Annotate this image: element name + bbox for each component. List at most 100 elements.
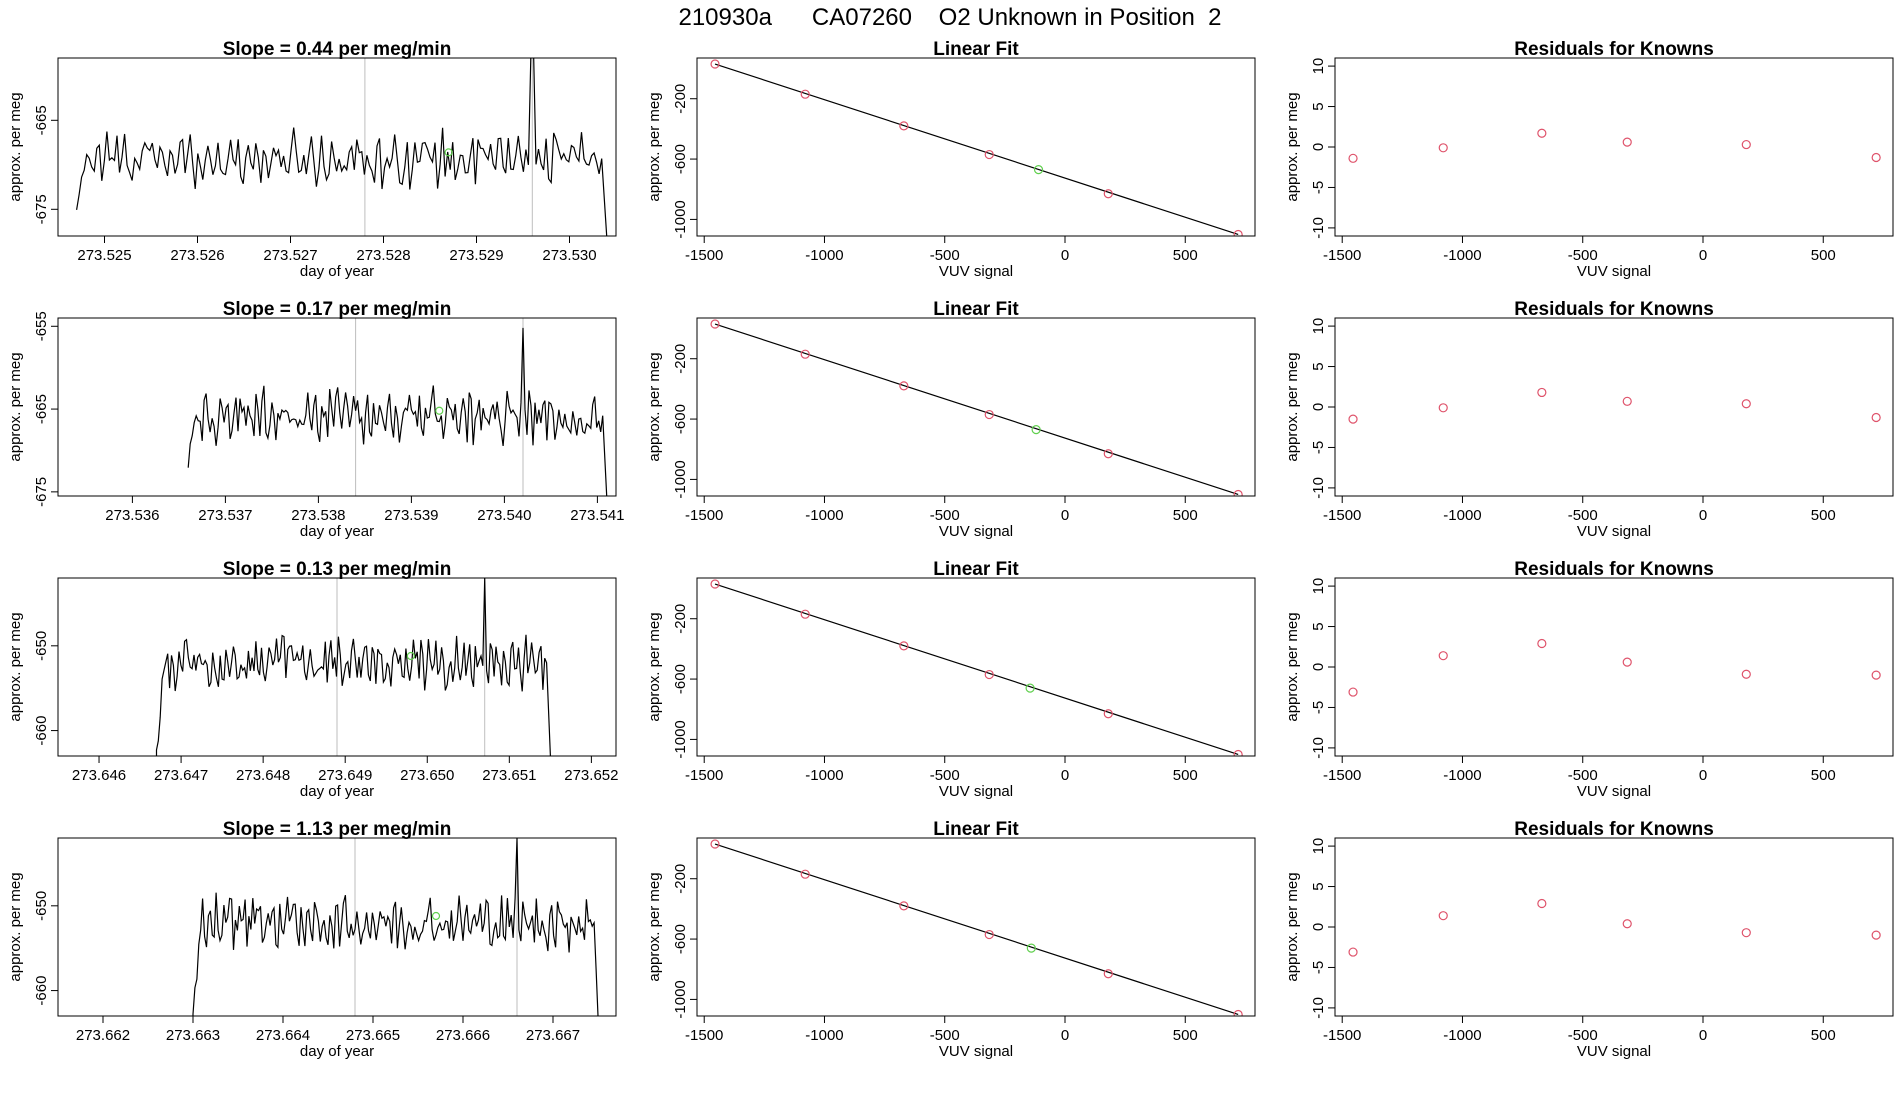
x-tick-label: 500 [1173,1027,1198,1044]
y-tick-label: 5 [1310,882,1327,890]
panel-2-3: Residuals for Knowns -1500 -1000 -500 0 500 VU… [1284,299,1894,540]
x-tick-label: -500 [930,247,960,264]
y-tick-label: -600 [672,144,689,174]
x-tick-label: -1000 [805,767,843,784]
plot-frame [696,57,1256,237]
panel-title: Linear Fit [933,559,1019,580]
x-tick-label: 273.539 [384,507,438,524]
residual-point [1741,669,1751,679]
time-series-trace [155,578,551,756]
residual-point [1622,137,1632,147]
plot-frame [1334,317,1894,497]
panel-4-3: Residuals for Knowns -1500 -1000 -500 0 500 VU… [1284,819,1894,1060]
known-point [710,579,720,589]
x-tick-label: 0 [1699,247,1707,264]
x-axis-label: day of year [300,1043,374,1060]
x-tick-label: 500 [1811,1027,1836,1044]
residual-point [1537,128,1547,138]
x-tick-label: 273.667 [526,1027,580,1044]
time-series-trace [192,838,599,1016]
plot-area [1348,128,1881,163]
y-axis-label: approx. per meg [7,92,24,201]
plot-frame [696,837,1256,1017]
x-axis-label: VUV signal [1577,523,1651,540]
residual-point [1348,687,1358,697]
residual-point [1871,412,1881,423]
time-series-trace [187,327,608,496]
y-tick-label: -200 [672,84,689,114]
y-tick-label: -10 [1310,217,1327,239]
x-tick-label: -1500 [685,1027,723,1044]
known-point [1233,1009,1243,1016]
x-tick-label: 273.647 [154,767,208,784]
x-tick-label: -500 [930,1027,960,1044]
x-tick-label: 273.665 [346,1027,400,1044]
fit-line [714,63,1239,236]
plot-area [710,319,1243,496]
panel-title: Linear Fit [933,819,1019,840]
x-axis-label: VUV signal [939,1043,1013,1060]
y-tick-label: -5 [1310,701,1327,714]
x-tick-label: 0 [1699,767,1707,784]
plot-area [76,58,608,236]
x-tick-label: 273.538 [291,507,345,524]
y-tick-label: -200 [672,864,689,894]
known-point [899,901,909,911]
y-tick-label: 0 [1310,663,1327,671]
x-tick-label: 273.651 [482,767,536,784]
x-axis-label: day of year [300,523,374,540]
residual-point [1348,153,1358,163]
known-point [899,641,909,651]
unknown-point [431,911,441,921]
panel-title: Slope = 1.13 per meg/min [223,819,452,840]
y-tick-label: -200 [672,604,689,634]
panel-2-1: Slope = 0.17 per meg/min 273.536 273.537 27… [7,299,625,540]
x-tick-label: -1000 [805,507,843,524]
known-point [800,349,810,359]
y-tick-label: -655 [33,311,50,341]
unknown-point [1033,165,1044,175]
y-axis-label: approx. per meg [646,92,663,201]
x-tick-label: 273.646 [72,767,126,784]
residual-point [1871,670,1881,680]
x-tick-label: -1000 [1443,1027,1481,1044]
y-axis-label: approx. per meg [7,612,24,721]
panel-title: Slope = 0.44 per meg/min [223,39,452,60]
known-point [1103,969,1113,979]
y-tick-label: -675 [33,477,50,507]
x-tick-label: 0 [1061,247,1069,264]
known-point [984,149,994,160]
y-axis-label: approx. per meg [646,872,663,981]
known-point [1103,189,1113,199]
known-point [800,89,810,99]
fit-line [714,323,1239,496]
plot-frame [1334,57,1894,237]
y-tick-label: -600 [672,664,689,694]
y-tick-label: 10 [1310,318,1327,335]
x-axis-label: VUV signal [939,263,1013,280]
panel-title: Slope = 0.17 per meg/min [223,299,452,320]
y-tick-label: -600 [672,404,689,434]
x-tick-label: -500 [930,767,960,784]
x-tick-label: -1500 [1323,247,1361,264]
y-tick-label: -10 [1310,997,1327,1019]
y-tick-label: -5 [1310,961,1327,974]
known-point [984,669,994,680]
x-tick-label: 273.650 [400,767,454,784]
known-point [710,59,720,69]
time-series-trace [76,58,608,236]
x-tick-label: 500 [1173,507,1198,524]
y-tick-label: -10 [1310,737,1327,759]
y-tick-label: 5 [1310,102,1327,110]
x-axis-label: day of year [300,783,374,800]
x-tick-label: -500 [1568,247,1598,264]
known-point [710,839,720,849]
panel-title: Residuals for Knowns [1514,559,1714,580]
x-tick-label: 273.537 [198,507,252,524]
x-tick-label: 273.526 [170,247,224,264]
y-tick-label: -200 [672,344,689,374]
x-axis-label: day of year [300,263,374,280]
x-tick-label: 273.536 [105,507,159,524]
x-tick-label: -1500 [685,247,723,264]
